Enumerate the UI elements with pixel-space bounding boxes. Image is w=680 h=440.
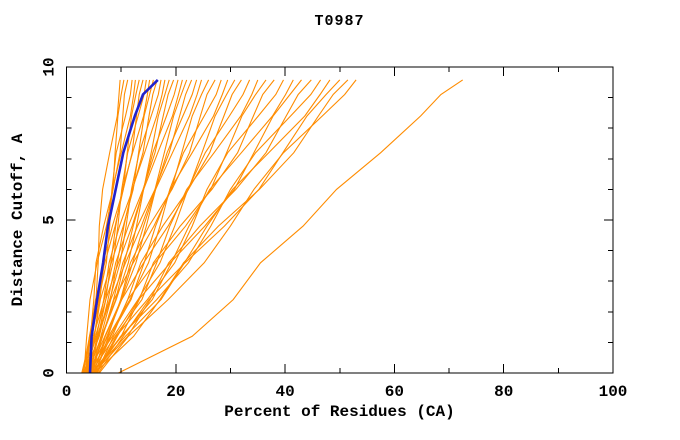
- model-curve: [91, 79, 331, 374]
- model-curve: [84, 79, 175, 374]
- model-curve: [118, 79, 464, 374]
- x-tick-label: 60: [385, 383, 404, 401]
- model-curve: [87, 79, 242, 374]
- x-tick-label: 40: [275, 383, 294, 401]
- model-curve: [90, 79, 188, 374]
- model-curve: [98, 79, 357, 374]
- model-curve: [96, 79, 251, 374]
- y-tick-label: 0: [41, 368, 59, 378]
- model-curve: [81, 79, 129, 374]
- x-tick-label: 100: [599, 383, 628, 401]
- model-curve: [83, 79, 158, 374]
- model-curve: [92, 79, 294, 374]
- chart-title: T0987: [314, 13, 365, 30]
- plot-frame: [66, 66, 614, 374]
- model-curve: [94, 79, 349, 374]
- model-curve: [93, 79, 267, 374]
- x-tick-label: 20: [166, 383, 185, 401]
- x-tick-label: 80: [494, 383, 513, 401]
- model-curve: [95, 79, 322, 374]
- x-tick-label: 0: [62, 383, 72, 401]
- y-axis-label: Distance Cutoff, A: [9, 133, 27, 307]
- y-tick-label: 5: [41, 215, 59, 225]
- x-axis-label: Percent of Residues (CA): [224, 403, 455, 421]
- highlight-curve: [88, 78, 159, 374]
- model-curve: [86, 79, 147, 374]
- model-curve: [91, 79, 275, 374]
- model-curve: [88, 79, 203, 374]
- y-tick-label: 10: [41, 57, 59, 76]
- model-curve: [97, 79, 341, 374]
